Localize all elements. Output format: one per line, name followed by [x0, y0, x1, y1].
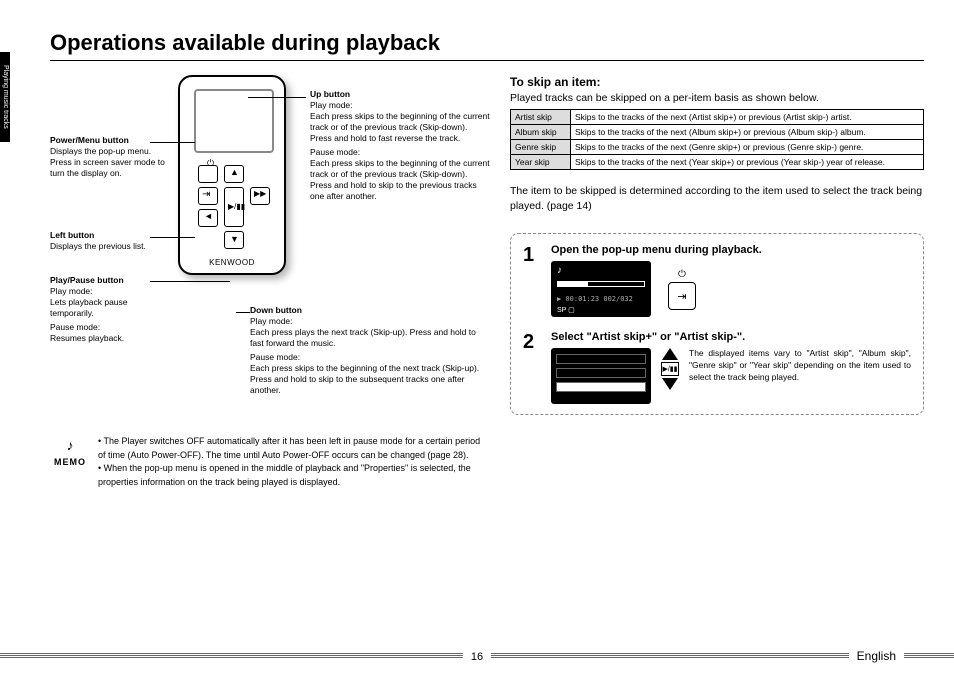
callout-up: Up button Play mode: Each press skips to…	[310, 89, 490, 202]
step-2-controls: ▶/▮▮	[661, 348, 679, 390]
memo-block: ♪ MEMO • The Player switches OFF automat…	[50, 435, 490, 489]
language-label: English	[849, 649, 904, 663]
callout-left: Left button Displays the previous list.	[50, 230, 170, 252]
device-brand: KENWOOD	[180, 258, 284, 267]
step-2-number: 2	[523, 331, 541, 404]
step-2-title: Select "Artist skip+" or "Artist skip-".	[551, 331, 911, 343]
device-diagram: ⏻ ⇥ ▲ ▼ ◄ ▶/▮▮ ▶▶ KENWOOD Powe	[50, 75, 490, 375]
step-1-number: 1	[523, 244, 541, 317]
callout-play: Play/Pause button Play mode: Lets playba…	[50, 275, 170, 344]
step-1-button: ⇥	[668, 282, 696, 310]
skip-heading: To skip an item:	[510, 75, 924, 89]
skip-intro: Played tracks can be skipped on a per-it…	[510, 92, 924, 104]
step-1-screen: ♪ ▶ 00:01:23 002/032 SP ▢	[551, 261, 651, 317]
step-1-title: Open the pop-up menu during playback.	[551, 244, 911, 256]
side-tab: Playing music tracks	[0, 52, 10, 142]
skip-note: The item to be skipped is determined acc…	[510, 184, 924, 213]
step-2-text: The displayed items vary to "Artist skip…	[689, 348, 911, 384]
page-number: 16	[463, 651, 491, 663]
step-2-screen	[551, 348, 651, 404]
steps-box: 1 Open the pop-up menu during playback. …	[510, 233, 924, 415]
skip-table: Artist skipSkips to the tracks of the ne…	[510, 109, 924, 170]
callout-down: Down button Play mode: Each press plays …	[250, 305, 480, 396]
callout-power: Power/Menu button Displays the pop-up me…	[50, 135, 170, 179]
page-title: Operations available during playback	[50, 30, 924, 61]
